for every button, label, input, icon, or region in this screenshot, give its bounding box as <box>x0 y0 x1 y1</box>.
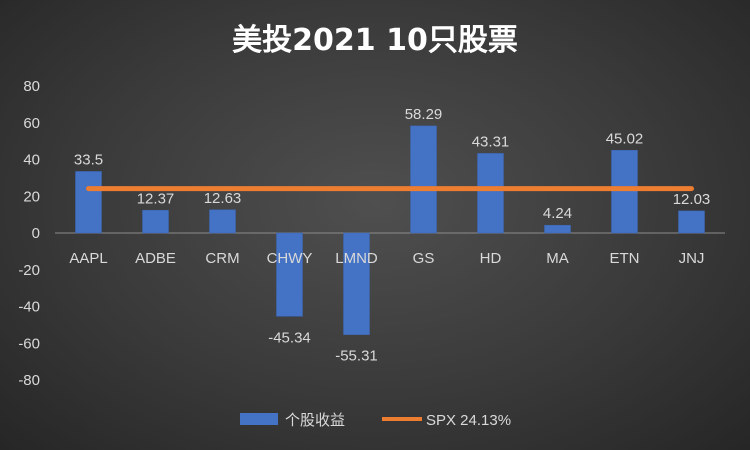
legend: 个股收益 SPX 24.13% <box>240 412 511 429</box>
x-tick-label: MA <box>546 250 569 267</box>
x-tick-label: GS <box>413 250 435 267</box>
bar-lmnd <box>343 232 370 335</box>
data-label: 58.29 <box>405 106 443 123</box>
bar-hd <box>477 153 504 234</box>
y-tick-label: 60 <box>23 115 40 132</box>
data-label: 12.63 <box>204 190 242 207</box>
x-tick-label: JNJ <box>679 250 705 267</box>
x-tick-label: CHWY <box>267 250 313 267</box>
data-label: 4.24 <box>543 205 572 222</box>
x-tick-label: ADBE <box>135 250 176 267</box>
bar-adbe <box>142 210 169 234</box>
x-tick-label: LMND <box>335 250 378 267</box>
data-label: 45.02 <box>606 130 644 147</box>
x-tick-label: ETN <box>610 250 640 267</box>
data-label: 33.5 <box>74 151 103 168</box>
x-tick-label: AAPL <box>69 250 107 267</box>
y-tick-label: 80 <box>23 78 40 95</box>
y-tick-label: -60 <box>18 335 40 352</box>
x-tick-label: CRM <box>205 250 239 267</box>
data-label: -55.31 <box>335 348 378 365</box>
data-label: 43.31 <box>472 133 510 150</box>
y-tick-label: -80 <box>18 372 40 389</box>
bar-aapl <box>75 171 102 234</box>
legend-label-bar: 个股收益 <box>285 412 345 429</box>
y-tick-label: -40 <box>18 299 40 316</box>
bar-ma <box>544 224 571 234</box>
legend-swatch-bar <box>240 413 278 425</box>
y-axis: 80 60 40 20 0 -20 -40 -60 -80 <box>18 78 40 389</box>
x-axis: AAPL ADBE CRM CHWY LMND GS HD MA ETN JNJ <box>69 250 704 267</box>
y-tick-label: -20 <box>18 262 40 279</box>
bar-chwy <box>276 232 303 317</box>
x-tick-label: HD <box>480 250 502 267</box>
chart-title: 美投2021 10只股票 <box>232 23 518 58</box>
bar-series <box>75 125 705 335</box>
bar-jnj <box>678 210 705 234</box>
y-tick-label: 20 <box>23 188 40 205</box>
bar-gs <box>410 125 437 234</box>
y-tick-label: 40 <box>23 152 40 169</box>
data-label: 12.37 <box>137 190 175 207</box>
bar-etn <box>611 150 638 234</box>
y-tick-label: 0 <box>32 225 40 242</box>
data-label: 12.03 <box>673 191 711 208</box>
data-labels: 33.5 12.37 12.63 -45.34 -55.31 58.29 43.31 4.24… <box>74 106 710 365</box>
data-label: -45.34 <box>268 329 311 346</box>
bar-crm <box>209 209 236 234</box>
legend-label-line: SPX 24.13% <box>426 412 511 429</box>
